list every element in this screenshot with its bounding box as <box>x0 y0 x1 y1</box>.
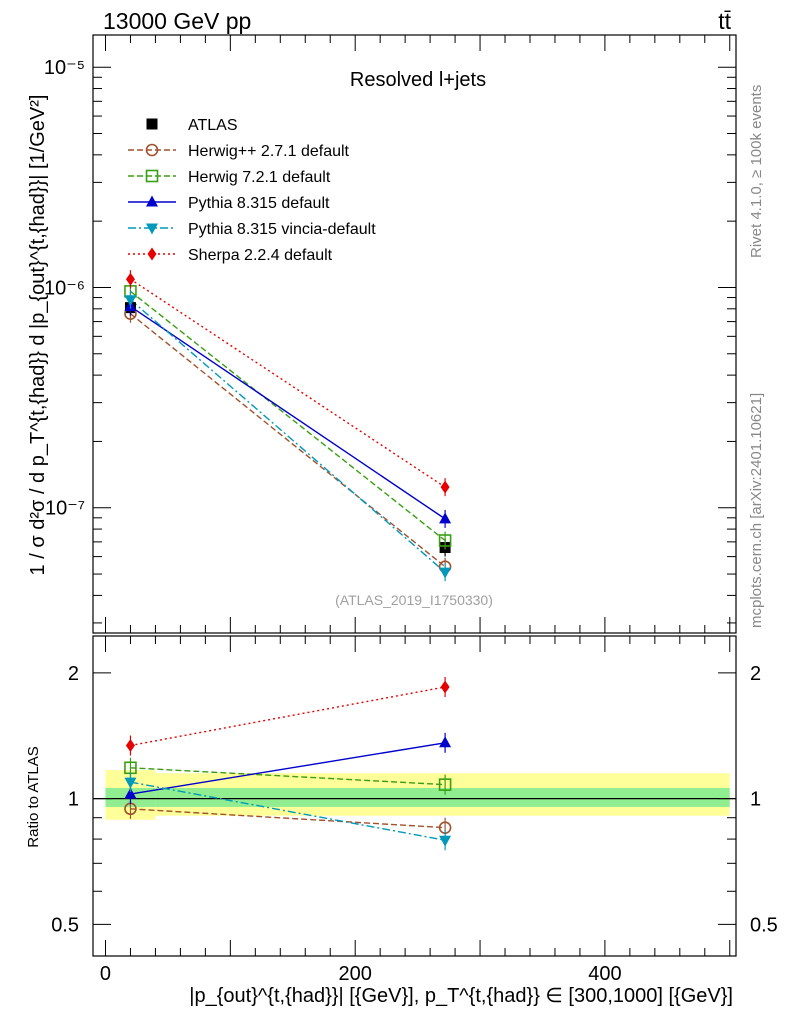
main-point-pythia-8-315-vincia-default <box>124 295 137 307</box>
ratio-y-tick-label: 0.5 <box>51 914 79 936</box>
legend-label-sherpa-2-2-4-default: Sherpa 2.2.4 default <box>188 247 333 264</box>
legend-marker-pythia-8-315-default <box>146 195 158 207</box>
main-line-herwig-7-2-1-default <box>130 290 446 542</box>
legend-marker-herwig-7-2-1-default <box>145 169 159 183</box>
ratio-point-pythia-8-315-default <box>439 736 452 748</box>
ratio-point-pythia-8-315-vincia-default <box>439 835 452 847</box>
legend-label-pythia-8-315-default: Pythia 8.315 default <box>188 195 330 212</box>
main-point-herwig-7-2-1-default <box>438 534 452 547</box>
legend-marker-atlas <box>146 118 158 130</box>
ratio-y-tick-label: 1 <box>68 789 79 811</box>
legend-marker-sherpa-2-2-4-default <box>147 247 157 261</box>
ratio-panel-frame <box>92 635 737 957</box>
ratio-line-pythia-8-315-default <box>130 742 446 795</box>
ratio-y-tick-label-right: 2 <box>750 663 761 685</box>
legend-marker-herwig-2-7-1-default <box>145 143 159 157</box>
main-y-tick-label: 10⁻⁶ <box>44 277 85 299</box>
analysis-id: (ATLAS_2019_I1750330) <box>335 592 493 608</box>
legend-label-pythia-8-315-vincia-default: Pythia 8.315 vincia-default <box>188 221 376 238</box>
main-line-pythia-8-315-default <box>130 305 446 520</box>
main-point-pythia-8-315-default <box>439 512 452 524</box>
ratio-point-sherpa-2-2-4-default <box>125 738 135 752</box>
process-label: tt̄ <box>718 8 731 34</box>
rivet-version-label: Rivet 4.1.0, ≥ 100k events <box>748 85 765 258</box>
x-axis-label: |p_{out}^{t,{had}}| [{GeV}], p_T^{t,{had… <box>189 985 733 1007</box>
x-tick-label: 400 <box>588 963 621 985</box>
legend: ATLAS Herwig++ 2.7.1 default Herwig 7.2.1 … <box>128 117 376 264</box>
legend-label-herwig-7-2-1-default: Herwig 7.2.1 default <box>188 169 331 186</box>
legend-marker-pythia-8-315-vincia-default <box>146 223 158 235</box>
x-tick-label: 200 <box>339 963 372 985</box>
x-tick-label: 0 <box>100 963 111 985</box>
main-y-axis-label: 1 / σ d²σ / d p_T^{t,{had}} d |p_{out}^{… <box>27 95 49 576</box>
energy-label: 13000 GeV pp <box>103 8 251 34</box>
ratio-stat-uncertainty-band <box>155 788 730 807</box>
ratio-y-axis-label: Ratio to ATLAS <box>25 746 42 847</box>
legend-label-atlas: ATLAS <box>188 117 238 134</box>
main-point-sherpa-2-2-4-default <box>440 480 450 494</box>
analysis-title: Resolved l+jets <box>350 69 486 91</box>
ratio-point-pythia-8-315-default <box>124 787 137 799</box>
main-line-herwig-2-7-1-default <box>130 313 446 568</box>
main-line-pythia-8-315-vincia-default <box>129 299 446 573</box>
ratio-line-herwig-2-7-1-default <box>130 808 446 829</box>
main-panel-frame <box>92 34 737 634</box>
main-y-tick-label: 10⁻⁷ <box>45 498 85 520</box>
main-line-sherpa-2-2-4-default <box>130 278 446 488</box>
main-point-pythia-8-315-vincia-default <box>439 567 452 579</box>
main-point-sherpa-2-2-4-default <box>125 272 135 286</box>
main-y-tick-label: 10⁻⁵ <box>44 57 85 79</box>
ratio-y-tick-label-right: 0.5 <box>750 914 778 936</box>
ratio-line-sherpa-2-2-4-default <box>130 686 446 747</box>
ratio-y-tick-label: 2 <box>68 663 79 685</box>
ratio-line-pythia-8-315-vincia-default <box>130 781 446 841</box>
ratio-point-sherpa-2-2-4-default <box>440 680 450 694</box>
ratio-point-herwig-7-2-1-default <box>438 778 452 791</box>
ratio-y-tick-label-right: 1 <box>750 789 761 811</box>
ratio-line-herwig-7-2-1-default <box>130 767 446 786</box>
mcplots-label: mcplots.cern.ch [arXiv:2401.10621] <box>748 393 765 628</box>
legend-label-herwig-2-7-1-default: Herwig++ 2.7.1 default <box>188 143 350 160</box>
ratio-point-pythia-8-315-vincia-default <box>124 777 137 789</box>
